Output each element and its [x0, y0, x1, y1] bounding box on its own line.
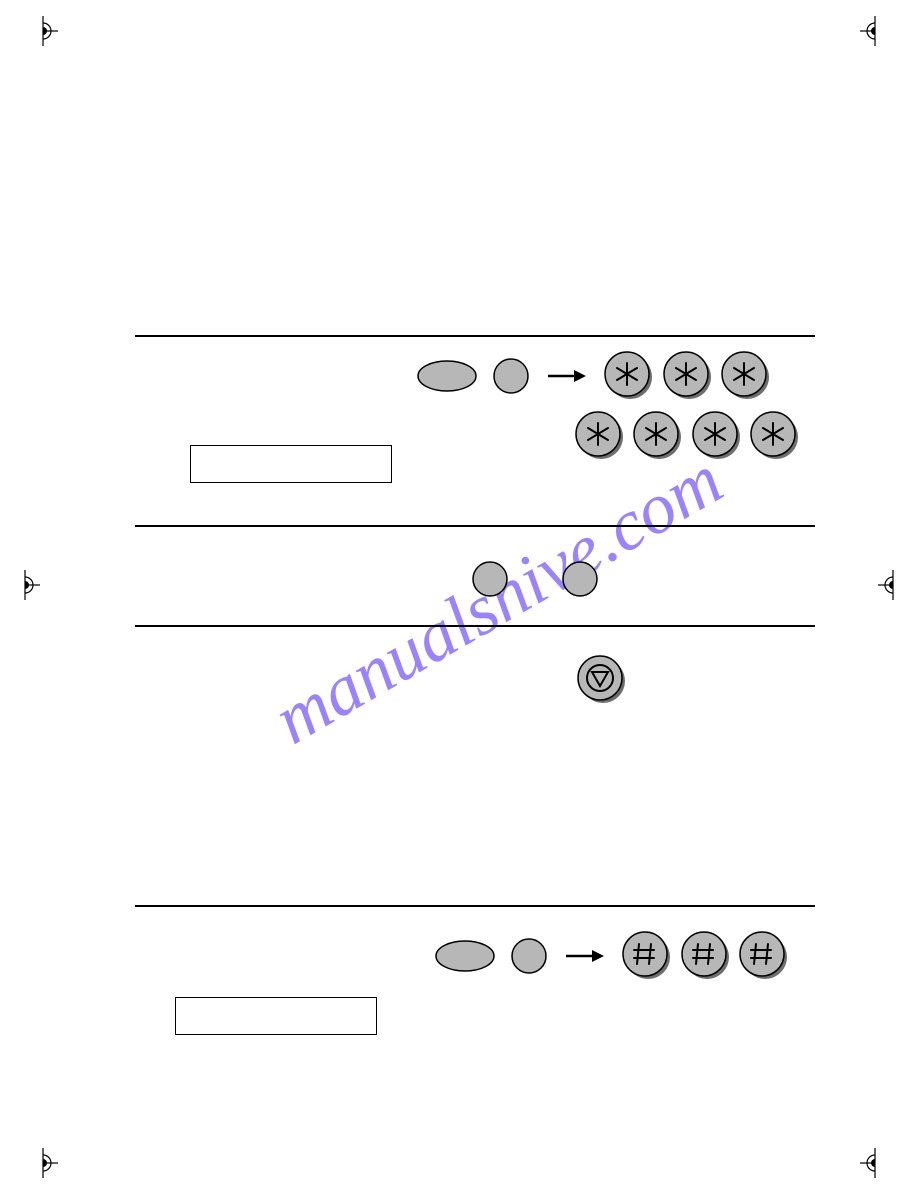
- star-key-icon: [633, 411, 683, 466]
- star-key-icon: [663, 351, 713, 406]
- registration-mark-icon: [860, 16, 890, 46]
- step-row-stars: [135, 337, 815, 495]
- hash-key-icon: [622, 931, 672, 986]
- registration-mark-icon: [28, 1148, 58, 1178]
- display-box: [175, 997, 377, 1035]
- button-icon: [415, 358, 479, 399]
- star-key-icon: [692, 411, 742, 466]
- stop-key-icon: [577, 655, 627, 710]
- arrow-right-icon: [564, 946, 606, 971]
- step-row-triangle: [135, 627, 815, 725]
- hash-key-icon: [681, 931, 731, 986]
- diagram-content: [135, 335, 815, 1065]
- step-row-hash: [135, 907, 815, 1065]
- registration-mark-icon: [860, 1148, 890, 1178]
- button-icon: [560, 559, 600, 604]
- button-icon: [433, 938, 497, 979]
- step-row-circles: [135, 527, 815, 625]
- button-icon: [509, 936, 549, 981]
- display-box: [190, 445, 392, 483]
- hash-key-icon: [739, 931, 789, 986]
- registration-mark-icon: [10, 570, 40, 600]
- star-key-icon: [604, 351, 654, 406]
- button-icon: [470, 559, 510, 604]
- button-icon: [491, 356, 531, 401]
- registration-mark-icon: [878, 570, 908, 600]
- star-key-icon: [750, 411, 800, 466]
- star-key-icon: [721, 351, 771, 406]
- star-key-icon: [575, 411, 625, 466]
- arrow-right-icon: [546, 366, 588, 391]
- registration-mark-icon: [28, 16, 58, 46]
